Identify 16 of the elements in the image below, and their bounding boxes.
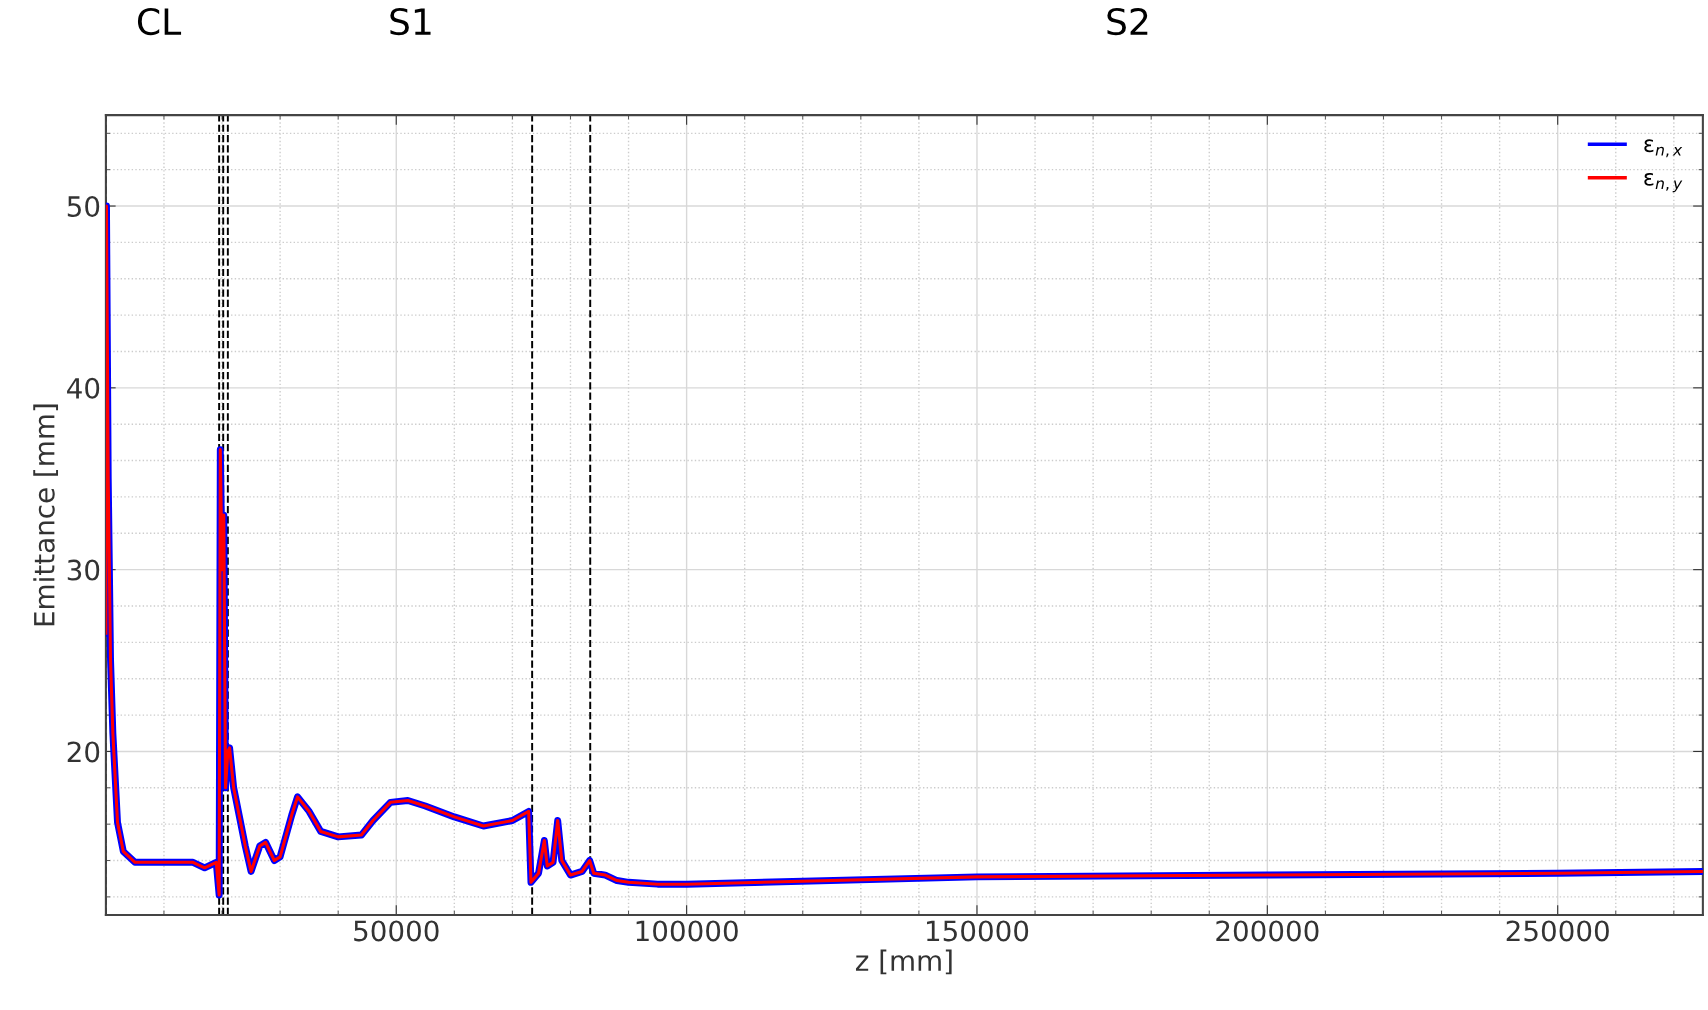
x-tick-label: 250000: [1506, 920, 1609, 942]
x-tick-label: 100000: [636, 920, 738, 942]
y-tick-label: 20: [67, 741, 100, 763]
legend-label: ε$_{n,x}$: [1644, 139, 1683, 158]
text: CL: [137, 7, 182, 36]
x-tick-label: 50000: [354, 920, 439, 942]
text: S2: [1107, 7, 1148, 36]
text: S1: [390, 7, 431, 36]
y-axis-title: Emittance [mm]: [33, 404, 59, 626]
y-tick-label: 30: [67, 559, 100, 581]
x-tick-label: 150000: [927, 920, 1029, 942]
x-axis-title: z [mm]: [855, 949, 952, 975]
legend-label: ε$_{n,y}$: [1644, 172, 1683, 193]
y-tick-label: 40: [67, 377, 100, 399]
y-tick-label: 50: [67, 195, 100, 217]
x-tick-label: 200000: [1216, 920, 1319, 942]
